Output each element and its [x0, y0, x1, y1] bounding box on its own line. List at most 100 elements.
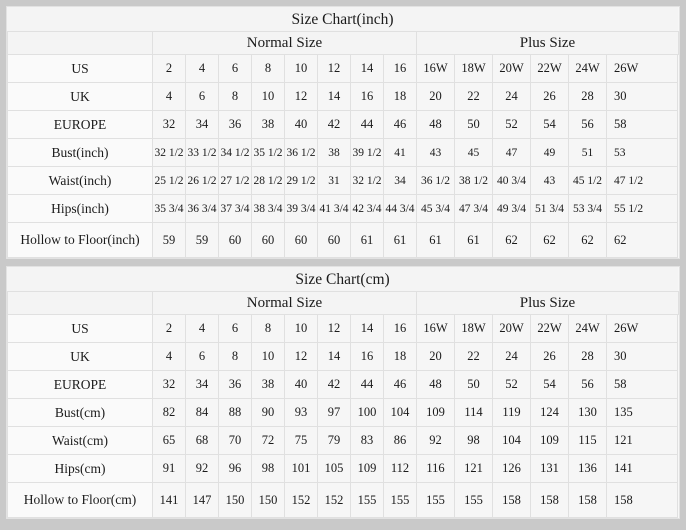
cell-value: 104: [383, 398, 417, 427]
cell-value: 60: [218, 222, 252, 258]
cell-value: 40 3/4: [492, 166, 531, 195]
cell-value: 92: [185, 454, 219, 483]
row-label: Hips(inch): [7, 194, 153, 223]
cell-value: 62: [568, 222, 607, 258]
table-row: Waist(cm) 65 68 70 72 75 79 83 86 92 98 104 109 115 12…: [7, 426, 679, 455]
cell-value: 38 3/4: [251, 194, 285, 223]
cell-value: 22W: [530, 54, 569, 83]
cell-value: 39 1/2: [350, 138, 384, 167]
cell-value: 51 3/4: [530, 194, 569, 223]
chart-title-row: Size Chart(cm): [6, 267, 679, 292]
row-label: UK: [7, 342, 153, 371]
cell-value: 35 1/2: [251, 138, 285, 167]
cell-value: 116: [416, 454, 455, 483]
cell-value: 152: [317, 482, 351, 518]
cell-value: 6: [218, 314, 252, 343]
cell-value: 84: [185, 398, 219, 427]
cell-value: 8: [218, 342, 252, 371]
size-chart-inch: Size Chart(inch) Normal Size Plus Size US 2 4…: [6, 6, 680, 259]
table-row: Hips(cm) 91 92 96 98 101 105 109 112 116 121 126 131…: [7, 454, 679, 483]
cell-value: 24W: [568, 54, 607, 83]
cell-value: 37 3/4: [218, 194, 252, 223]
cell-value: 12: [317, 314, 351, 343]
cell-value: 62: [530, 222, 569, 258]
table-row: Bust(inch) 32 1/2 33 1/2 34 1/2 35 1/2 36 1/2…: [7, 138, 679, 167]
cell-value: 60: [284, 222, 318, 258]
cell-value: 2: [152, 314, 186, 343]
cell-value: 4: [185, 314, 219, 343]
size-chart-cm: Size Chart(cm) Normal Size Plus Size US 2 4 6 8…: [6, 266, 680, 519]
cell-value: 16: [383, 54, 417, 83]
cell-value: 150: [218, 482, 252, 518]
cell-value: 8: [218, 82, 252, 111]
cell-value: 96: [218, 454, 252, 483]
cell-value: 10: [251, 342, 285, 371]
cell-value: 98: [251, 454, 285, 483]
cell-value: 18: [383, 82, 417, 111]
cell-value: 22W: [530, 314, 569, 343]
cell-value: 61: [383, 222, 417, 258]
row-label: Waist(cm): [7, 426, 153, 455]
cell-value: 16W: [416, 314, 455, 343]
cell-value: 93: [284, 398, 318, 427]
table-row: US 2 4 6 8 10 12 14 16 16W 18W 20W 22W 24W 26W: [7, 54, 679, 83]
cell-value: 61: [350, 222, 384, 258]
cell-value: 34: [185, 110, 219, 139]
cell-value: 59: [185, 222, 219, 258]
cell-value: 51: [568, 138, 607, 167]
cell-value: 46: [383, 370, 417, 399]
table-row: Waist(inch) 25 1/2 26 1/2 27 1/2 28 1/2 29 1/…: [7, 166, 679, 195]
cell-value: 34 1/2: [218, 138, 252, 167]
cell-value: 4: [185, 54, 219, 83]
group-header-row: Normal Size Plus Size: [7, 31, 679, 55]
cell-value: 98: [454, 426, 493, 455]
cell-value: 20: [416, 82, 455, 111]
cell-value: 54: [530, 370, 569, 399]
cell-value: 155: [454, 482, 493, 518]
cell-value: 25 1/2: [152, 166, 186, 195]
cell-value: 141: [605, 454, 679, 483]
group-header-plus-size: Plus Size: [416, 291, 679, 315]
cell-value: 152: [284, 482, 318, 518]
cell-value: 16: [383, 314, 417, 343]
group-header-plus-size: Plus Size: [416, 31, 679, 55]
cell-value: 32: [152, 370, 186, 399]
table-row: Hips(inch) 35 3/4 36 3/4 37 3/4 38 3/4 39 3/4…: [7, 194, 679, 223]
cell-value: 101: [284, 454, 318, 483]
cell-value: 10: [251, 82, 285, 111]
cell-value: 155: [416, 482, 455, 518]
cell-value: 32 1/2: [350, 166, 384, 195]
cell-value: 24: [492, 82, 531, 111]
cell-value: 53: [605, 138, 679, 167]
cell-value: 58: [605, 370, 679, 399]
row-label: EUROPE: [7, 370, 153, 399]
cell-value: 109: [416, 398, 455, 427]
cell-value: 14: [350, 54, 384, 83]
cell-value: 29 1/2: [284, 166, 318, 195]
cell-value: 40: [284, 370, 318, 399]
cell-value: 4: [152, 342, 186, 371]
cell-value: 45 1/2: [568, 166, 607, 195]
cell-value: 48: [416, 110, 455, 139]
cell-value: 12: [284, 342, 318, 371]
cell-value: 6: [185, 82, 219, 111]
chart-title-row: Size Chart(inch): [6, 7, 679, 32]
cell-value: 49: [530, 138, 569, 167]
cell-value: 126: [492, 454, 531, 483]
cell-value: 24W: [568, 314, 607, 343]
table-row: US 2 4 6 8 10 12 14 16 16W 18W 20W 22W 24W 26W: [7, 314, 679, 343]
cell-value: 83: [350, 426, 384, 455]
cell-value: 104: [492, 426, 531, 455]
cell-value: 130: [568, 398, 607, 427]
cell-value: 60: [251, 222, 285, 258]
size-table-inch: Size Chart(inch) Normal Size Plus Size US 2 4…: [6, 7, 679, 258]
cell-value: 30: [605, 342, 679, 371]
cell-value: 75: [284, 426, 318, 455]
cell-value: 50: [454, 370, 493, 399]
cell-value: 39 3/4: [284, 194, 318, 223]
cell-value: 136: [568, 454, 607, 483]
cell-value: 52: [492, 370, 531, 399]
cell-value: 28: [568, 82, 607, 111]
cell-value: 90: [251, 398, 285, 427]
cell-value: 43: [416, 138, 455, 167]
